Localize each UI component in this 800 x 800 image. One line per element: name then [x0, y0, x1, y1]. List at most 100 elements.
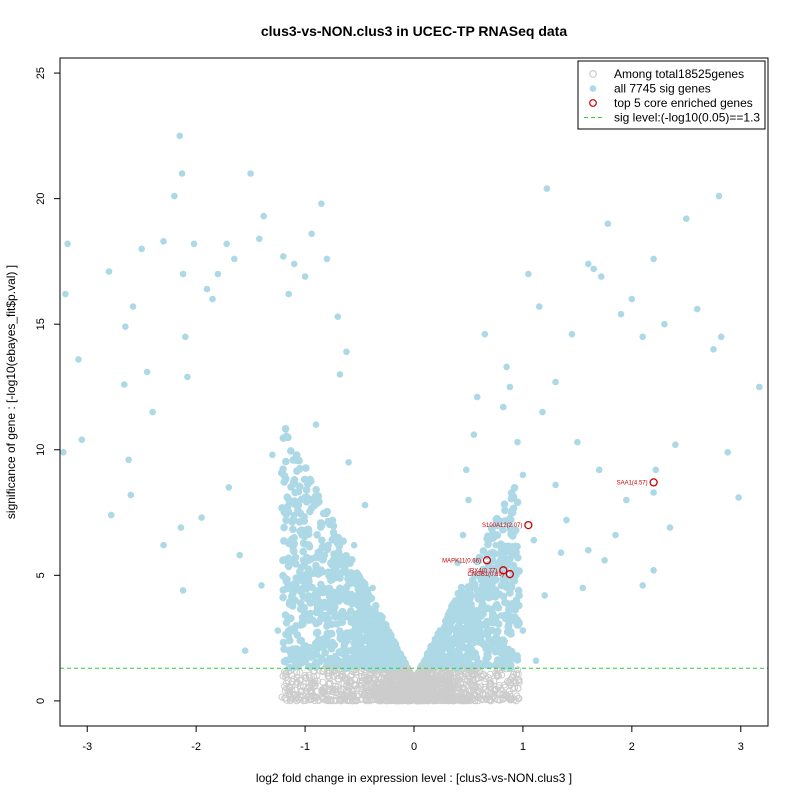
- sig-gene-point: [325, 592, 334, 601]
- sig-gene-point: [289, 542, 297, 551]
- sig-gene-point: [293, 467, 301, 475]
- legend-marker: [589, 70, 597, 78]
- sig-gene-point: [356, 599, 365, 608]
- sig-gene-point: [473, 393, 481, 401]
- sig-gene-point: [343, 348, 350, 356]
- top-gene-label: SAA1(4.57): [617, 480, 648, 486]
- gene-point: [360, 691, 368, 699]
- gene-point: [387, 682, 395, 690]
- sig-gene-point: [288, 599, 297, 607]
- sig-gene-point: [281, 425, 290, 433]
- sig-gene-point: [479, 630, 488, 638]
- sig-gene-point: [497, 612, 505, 619]
- sig-gene-point: [203, 285, 211, 293]
- x-tick-label: 3: [738, 741, 744, 753]
- gene-point: [439, 697, 447, 705]
- sig-gene-point: [300, 517, 309, 525]
- gene-point: [314, 677, 322, 685]
- gene-point: [505, 687, 513, 695]
- legend-entry-label: all 7745 sig genes: [614, 82, 711, 96]
- sig-gene-point: [512, 526, 520, 534]
- sig-gene-point: [486, 532, 495, 541]
- sig-gene-point: [312, 561, 320, 570]
- sig-gene-point: [541, 592, 548, 599]
- sig-gene-point: [543, 185, 551, 192]
- y-tick-label: 15: [35, 318, 47, 330]
- gene-point: [335, 675, 343, 683]
- legend-entry-label: sig level:(-log10(0.05)==1.3: [614, 111, 760, 125]
- sig-gene-point: [350, 639, 359, 648]
- gene-point: [383, 697, 391, 705]
- sig-gene-point: [325, 585, 333, 593]
- gene-point: [407, 672, 415, 680]
- sig-gene-point: [464, 583, 473, 591]
- sig-gene-point: [312, 619, 321, 628]
- sig-gene-point: [369, 584, 376, 592]
- gene-point: [311, 677, 319, 685]
- sig-gene-point: [506, 589, 514, 597]
- gene-point: [442, 678, 450, 686]
- sig-gene-point: [439, 643, 448, 652]
- gene-point: [434, 674, 442, 682]
- gene-point: [335, 690, 343, 698]
- sig-gene-point: [281, 611, 290, 619]
- sig-gene-point: [432, 661, 440, 669]
- sig-gene-points: [60, 132, 763, 664]
- x-tick-label: -3: [82, 741, 92, 753]
- sig-gene-point: [464, 643, 473, 652]
- sig-gene-point: [426, 657, 434, 665]
- sig-gene-point: [290, 534, 299, 542]
- x-axis-label: log2 fold change in expression level : […: [256, 771, 572, 785]
- gene-point: [362, 682, 370, 690]
- sig-gene-point: [303, 525, 312, 534]
- sig-gene-point: [358, 579, 366, 588]
- sig-gene-point: [223, 240, 230, 248]
- sig-gene-point: [498, 543, 507, 552]
- sig-gene-point: [308, 583, 317, 592]
- sig-gene-point: [344, 575, 352, 583]
- gene-point: [306, 674, 314, 682]
- sig-gene-point: [585, 546, 592, 554]
- sig-gene-point: [179, 270, 187, 278]
- sig-gene-point: [345, 459, 352, 466]
- x-tick-label: 0: [411, 741, 417, 753]
- sig-gene-point: [316, 554, 324, 562]
- gene-point: [398, 668, 406, 676]
- sig-gene-point: [470, 638, 479, 647]
- top-gene-markers: SAA1(4.57) S100A12(2.07) MAPK11(0.66) IRX4(…: [442, 478, 658, 579]
- sig-gene-point: [457, 583, 466, 592]
- gene-point: [475, 674, 483, 682]
- gene-point: [490, 693, 498, 701]
- sig-gene-point: [282, 618, 291, 627]
- sig-gene-point: [505, 603, 514, 612]
- sig-gene-point: [492, 541, 500, 549]
- sig-gene-point: [452, 636, 461, 644]
- sig-gene-point: [484, 592, 493, 600]
- gene-point: [501, 683, 509, 691]
- sig-gene-point: [598, 273, 605, 280]
- gene-point: [438, 680, 446, 688]
- sig-gene-point: [312, 486, 321, 494]
- sig-gene-point: [530, 536, 538, 544]
- sig-gene-point: [724, 449, 731, 456]
- sig-gene-point: [310, 569, 319, 577]
- gene-cloud-layer: [277, 425, 523, 705]
- sig-gene-point: [125, 456, 132, 464]
- sig-gene-point: [499, 660, 508, 669]
- sig-gene-point: [323, 255, 331, 263]
- sig-gene-point: [532, 657, 540, 664]
- sig-gene-point: [307, 609, 314, 617]
- legend-box: [577, 60, 766, 130]
- gene-point: [302, 674, 310, 682]
- sig-gene-point: [612, 531, 619, 539]
- sig-gene-point: [304, 480, 312, 489]
- sig-gene-point: [282, 574, 290, 583]
- sig-gene-point: [485, 636, 493, 644]
- sig-gene-point: [291, 652, 300, 661]
- gene-point: [476, 683, 484, 691]
- sig-gene-point: [590, 265, 597, 273]
- gene-point: [408, 695, 416, 703]
- sig-gene-point: [60, 449, 67, 456]
- sig-gene-point: [735, 494, 742, 501]
- sig-gene-point: [512, 596, 521, 604]
